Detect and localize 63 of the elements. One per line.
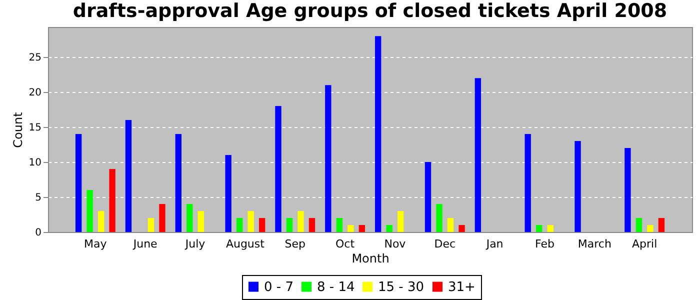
y-axis-title: Count <box>10 112 25 148</box>
bar <box>624 148 631 232</box>
bar <box>474 78 482 232</box>
bar <box>236 218 243 232</box>
bar <box>447 218 454 232</box>
bar <box>524 134 531 232</box>
bar <box>148 218 154 232</box>
bar <box>374 36 382 232</box>
bar <box>186 204 193 232</box>
bar <box>248 211 254 232</box>
chart-title: drafts-approval Age groups of closed tickets April 2008 <box>72 0 668 22</box>
bar <box>647 225 654 232</box>
x-tick-label: May <box>84 238 108 250</box>
bar <box>159 204 166 232</box>
bar <box>358 225 366 232</box>
x-tick-label: Sep <box>284 238 306 250</box>
bar <box>175 134 182 232</box>
bar <box>308 218 316 232</box>
legend-label: 0 - 7 <box>264 280 294 295</box>
y-tick-label: 0 <box>35 228 42 238</box>
x-tick-label: Nov <box>384 238 406 250</box>
bar <box>125 120 132 232</box>
x-tick-label: Feb <box>534 238 554 250</box>
bar <box>348 225 354 232</box>
bar <box>658 218 665 232</box>
bar <box>574 141 581 232</box>
bar <box>536 225 542 232</box>
bar <box>636 218 642 232</box>
bar <box>424 162 432 232</box>
bar <box>436 204 442 232</box>
y-tick-label: 5 <box>35 192 42 204</box>
bar <box>225 155 232 232</box>
x-tick-label: Dec <box>434 238 456 250</box>
bar <box>386 225 392 232</box>
bar <box>458 225 465 232</box>
bar <box>286 218 293 232</box>
bar <box>397 211 404 232</box>
x-tick-label: Jan <box>485 238 504 250</box>
bar <box>336 218 343 232</box>
y-tick-label: 15 <box>28 122 42 134</box>
bar <box>75 134 82 232</box>
bar <box>86 190 93 232</box>
bar <box>547 225 554 232</box>
legend-label: 15 - 30 <box>378 280 424 295</box>
bar <box>98 211 104 232</box>
x-tick-label: March <box>578 238 612 250</box>
legend-label: 31+ <box>448 280 476 295</box>
x-tick-label: Oct <box>336 238 356 250</box>
x-tick-label: June <box>132 238 158 250</box>
bar <box>298 211 304 232</box>
x-axis-title: Month <box>352 252 390 266</box>
x-tick-label: July <box>184 238 206 250</box>
bar <box>198 211 204 232</box>
y-tick-label: 25 <box>28 52 42 64</box>
bar <box>258 218 266 232</box>
bar <box>109 169 116 232</box>
y-tick-label: 20 <box>28 88 42 99</box>
x-tick-label: August <box>226 238 266 250</box>
x-tick-label: April <box>632 238 658 250</box>
legend-label: 8 - 14 <box>317 280 355 295</box>
bar <box>325 85 332 232</box>
y-tick-label: 10 <box>28 158 42 169</box>
bar <box>275 106 282 232</box>
